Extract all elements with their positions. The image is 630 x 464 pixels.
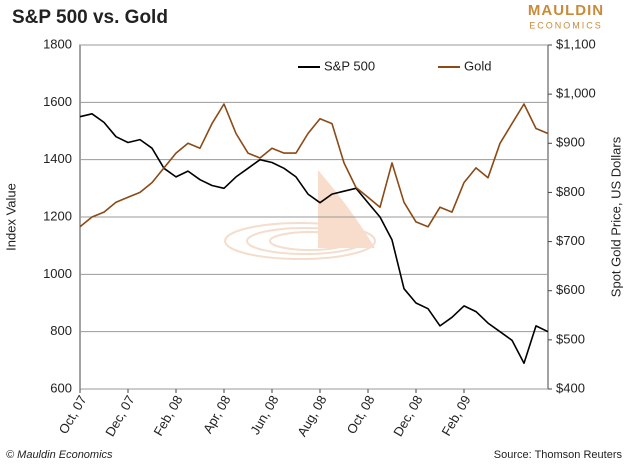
y-tick-label: 1800 bbox=[43, 36, 72, 51]
y-tick-label: 1000 bbox=[43, 266, 72, 281]
x-tick-label: Dec, 08 bbox=[390, 393, 425, 439]
y-tick-label: 600 bbox=[50, 380, 72, 395]
y2-tick-label: $900 bbox=[556, 135, 585, 150]
y2-tick-label: $600 bbox=[556, 282, 585, 297]
y2-tick-label: $1,000 bbox=[556, 86, 596, 101]
legend-label: S&P 500 bbox=[324, 58, 375, 73]
footer-right: Source: Thomson Reuters bbox=[494, 449, 623, 461]
x-tick-label: Oct, 08 bbox=[344, 393, 378, 437]
x-tick-label: Feb, 09 bbox=[439, 393, 474, 439]
y2-tick-label: $500 bbox=[556, 331, 585, 346]
watermark bbox=[224, 170, 376, 260]
y2-axis-label: Spot Gold Price, US Dollars bbox=[608, 136, 623, 297]
y-tick-label: 1600 bbox=[43, 94, 72, 109]
x-tick-label: Jun, 08 bbox=[247, 393, 281, 437]
y-tick-label: 1200 bbox=[43, 208, 72, 223]
x-tick-label: Apr, 08 bbox=[200, 393, 234, 436]
x-tick-label: Oct, 07 bbox=[56, 393, 90, 437]
brand-bottom: ECONOMICS bbox=[529, 20, 603, 30]
y2-tick-label: $800 bbox=[556, 184, 585, 199]
y2-tick-label: $400 bbox=[556, 380, 585, 395]
x-tick-label: Feb, 08 bbox=[151, 393, 186, 439]
y-tick-label: 800 bbox=[50, 323, 72, 338]
y-tick-label: 1400 bbox=[43, 151, 72, 166]
y-axis-label: Index Value bbox=[3, 183, 18, 251]
x-tick-label: Aug, 08 bbox=[294, 393, 329, 439]
legend-label: Gold bbox=[464, 58, 491, 73]
chart-title: S&P 500 vs. Gold bbox=[12, 7, 168, 28]
y2-tick-label: $1,100 bbox=[556, 36, 596, 51]
series-line bbox=[79, 103, 549, 228]
brand-top: MAULDIN bbox=[528, 2, 604, 19]
y2-tick-label: $700 bbox=[556, 233, 585, 248]
x-tick-label: Dec, 07 bbox=[102, 393, 137, 439]
series-line bbox=[79, 113, 549, 364]
footer-left: © Mauldin Economics bbox=[6, 449, 113, 461]
